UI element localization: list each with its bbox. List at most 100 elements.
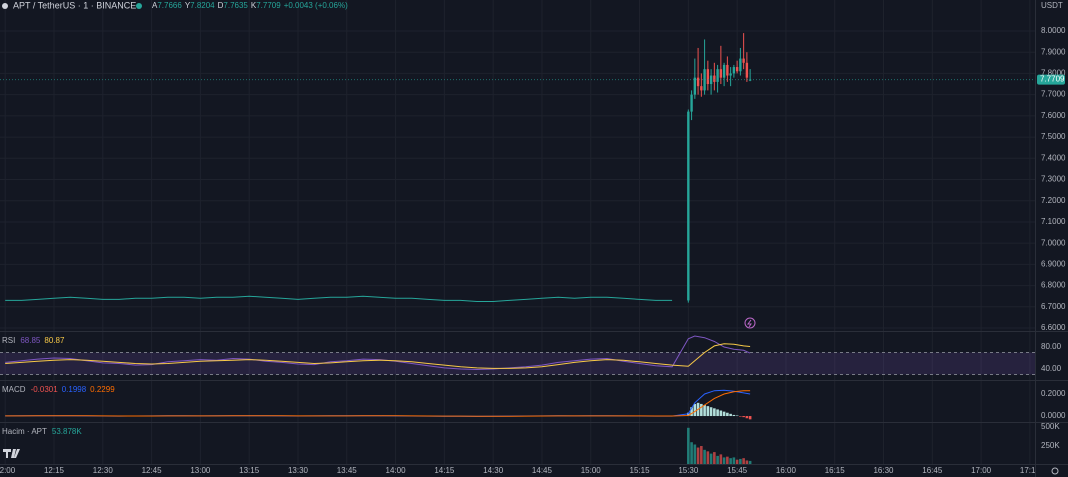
volume-bar [709,453,713,465]
y-tick-label: 7.8000 [1041,69,1066,78]
x-tick-label: 12:30 [93,466,114,475]
x-tick-label: 15:00 [581,466,602,475]
settings-icon[interactable] [1051,467,1059,475]
histogram-bar [700,403,703,417]
histogram-bar [739,416,742,417]
histogram-bar [690,407,693,417]
y-tick-label: 7.2000 [1041,196,1066,205]
x-tick-label: 15:45 [727,466,748,475]
histogram-bar [693,403,697,417]
x-tick-label: 12:15 [44,466,65,475]
last-price-label: 7.7709 [1040,75,1065,84]
candle-body [719,69,723,78]
volume-bar [735,459,739,465]
y-tick-label: 7.7000 [1041,90,1066,99]
pane-value: 0.2299 [90,385,115,394]
y-tick-label: 8.0000 [1041,26,1066,35]
pane-value: 80.87 [44,336,65,345]
candle-body [696,77,700,87]
histogram-bar [735,415,739,417]
pane-value: 68.85 [20,336,41,345]
x-tick-label: 14:45 [532,466,553,475]
x-tick-label: 17:00 [971,466,992,475]
price-line [5,295,673,302]
x-tick-label: 13:45 [337,466,358,475]
x-tick-label: 14:00 [386,466,407,475]
y-tick-label: 80.00 [1041,342,1062,351]
histogram-bar [713,408,716,417]
ohlc-value: 7.8204 [190,1,215,10]
ohlc-key: K [251,1,257,10]
event-icon-bolt [747,319,752,328]
status-dot [136,3,142,9]
x-tick-label: 16:15 [825,466,846,475]
y-tick-label: 6.8000 [1041,281,1066,290]
pane-title: Hacim · APT [2,427,47,436]
x-tick-label: 16:00 [776,466,797,475]
symbol-title: APT / TetherUS · 1 · BINANCE [13,0,136,10]
histogram-bar [706,406,710,417]
candle-body [713,75,716,82]
histogram-bar [726,412,729,417]
candle-body [722,64,726,78]
volume-bar [739,458,742,465]
plot: 12:00 12:15 12:30 12:45 13:00 13:15 13:30 13:45… [0,33,1035,475]
histogram-bar [745,416,749,419]
candle-body [706,69,710,85]
y-tick-label: 7.3000 [1041,175,1066,184]
y-tick-label: 7.9000 [1041,47,1066,56]
y-tick-label: 6.7000 [1041,302,1066,311]
ohlc-key: Y [185,1,191,10]
ohlc-value: 7.7666 [157,1,182,10]
last-price-box [1037,74,1065,85]
ohlc-value: 7.7635 [223,1,248,10]
histogram-bar [742,416,745,418]
x-tick-label: 15:30 [678,466,699,475]
volume-bar [729,458,732,465]
candle-body [735,67,739,72]
histogram-bar [732,414,736,417]
pane-title: RSI [2,336,15,345]
volume-bar [693,444,697,465]
candle-body [687,111,690,301]
candle-body [726,64,729,76]
ohlc-key: D [218,1,224,10]
y-tick-label: 6.6000 [1041,323,1066,332]
ohlc-header: A 7.7666 Y 7.8204 D 7.7635 K 7.7709 +0.0043 (+0.… [152,1,348,10]
y-tick-label: 7.4000 [1041,153,1066,162]
ohlc-key: A [152,1,158,10]
ohlc-value: 7.7709 [256,1,281,10]
volume-bar [722,457,726,465]
histogram-bar [719,410,723,417]
candle-body [745,62,749,78]
x-tick-label: 13:00 [190,466,211,475]
pane-value: -0.0301 [31,385,59,394]
volume-bar [700,446,703,465]
histogram-bar [687,412,690,417]
x-tick-label: 12:00 [0,466,16,475]
candle-body [729,73,732,76]
y-tick-label: 7.6000 [1041,111,1066,120]
candle-body [690,94,693,112]
currency: USDT [1041,1,1063,10]
logo [3,449,20,458]
volume-bar [732,457,736,465]
rsi-band [0,352,1035,375]
event-icon[interactable] [744,317,756,329]
rsi-line [5,343,751,369]
volume-bar [726,456,729,465]
histogram-bar [729,413,732,417]
candle-body [700,86,703,91]
pane-value: 53.878K [52,427,82,436]
y-tick-label: 500K [1041,422,1060,431]
y-tick-label: 250K [1041,441,1060,450]
macd-line [5,390,751,417]
volume-bar [719,454,723,465]
x-tick-label: 16:45 [922,466,943,475]
x-tick-label: 15:15 [630,466,651,475]
volume-bar [696,447,700,465]
candle-body [739,58,742,72]
candle-body [693,77,697,95]
